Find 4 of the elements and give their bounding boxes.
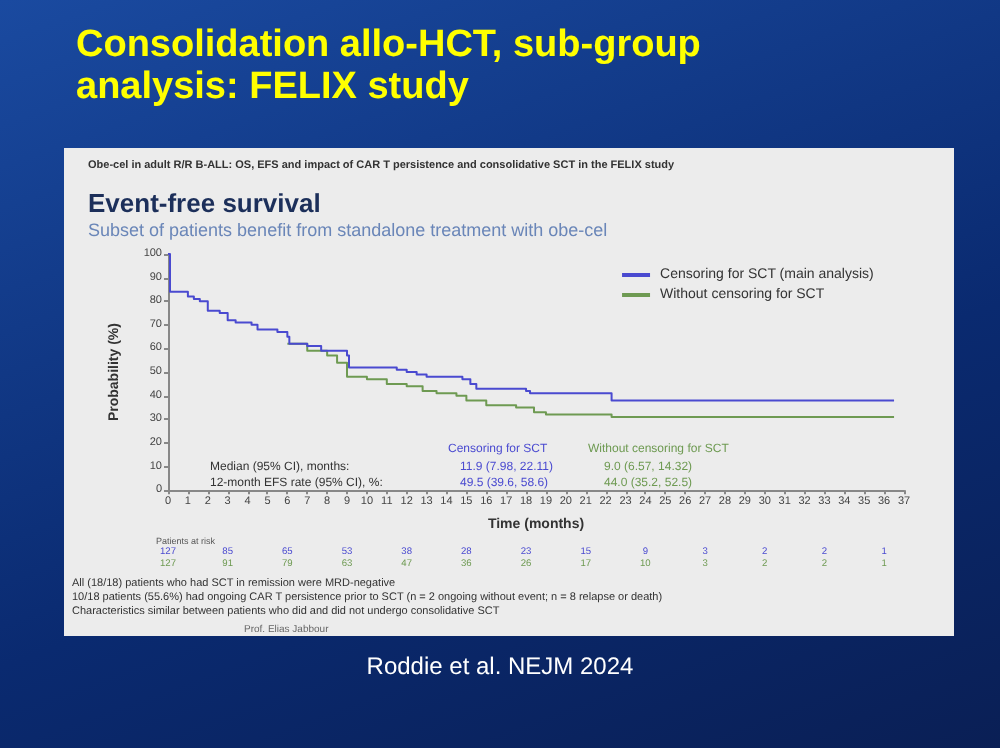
text: Subset of patients benefit from standalone treatment with obe-cel bbox=[88, 220, 608, 240]
chart-subtitle: Event-free survival bbox=[88, 188, 321, 218]
chart-title: Consolidation allo-HCT, sub-group analysis: FELIX study bbox=[76, 24, 703, 108]
text: Roddie et al. NEJM 2024 bbox=[364, 652, 636, 680]
